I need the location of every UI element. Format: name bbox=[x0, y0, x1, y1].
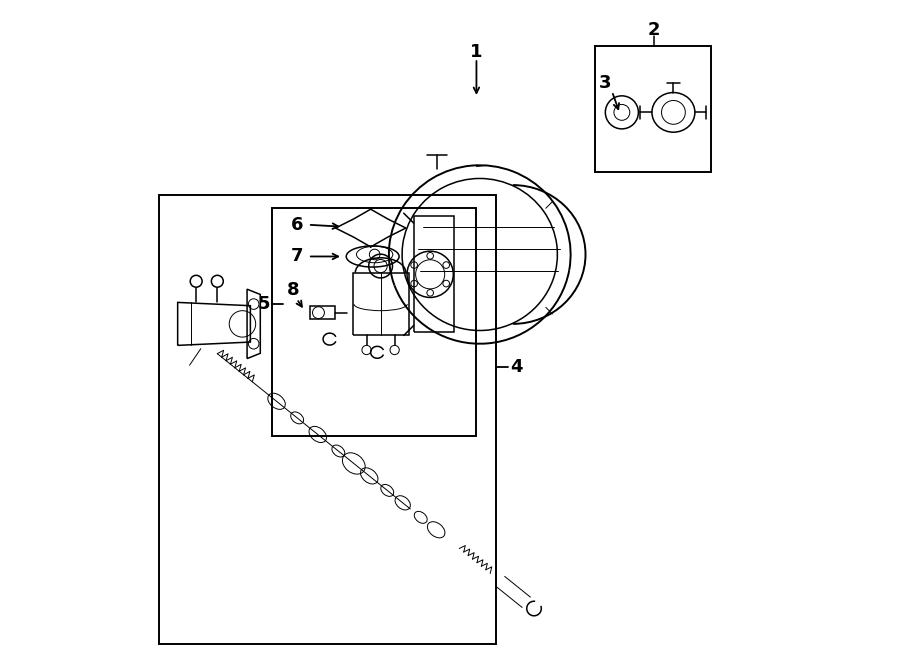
Text: 2: 2 bbox=[647, 20, 660, 39]
Text: 1: 1 bbox=[470, 42, 482, 61]
Text: 7: 7 bbox=[291, 247, 303, 266]
Bar bbox=[272, 208, 476, 436]
Bar bbox=[310, 306, 335, 319]
Text: 6: 6 bbox=[291, 215, 303, 234]
Text: 4: 4 bbox=[509, 358, 522, 376]
Bar bbox=[159, 195, 496, 644]
Bar bbox=[596, 46, 711, 172]
Text: 8: 8 bbox=[287, 280, 300, 299]
Text: 5: 5 bbox=[257, 295, 270, 313]
Text: 3: 3 bbox=[598, 73, 611, 92]
